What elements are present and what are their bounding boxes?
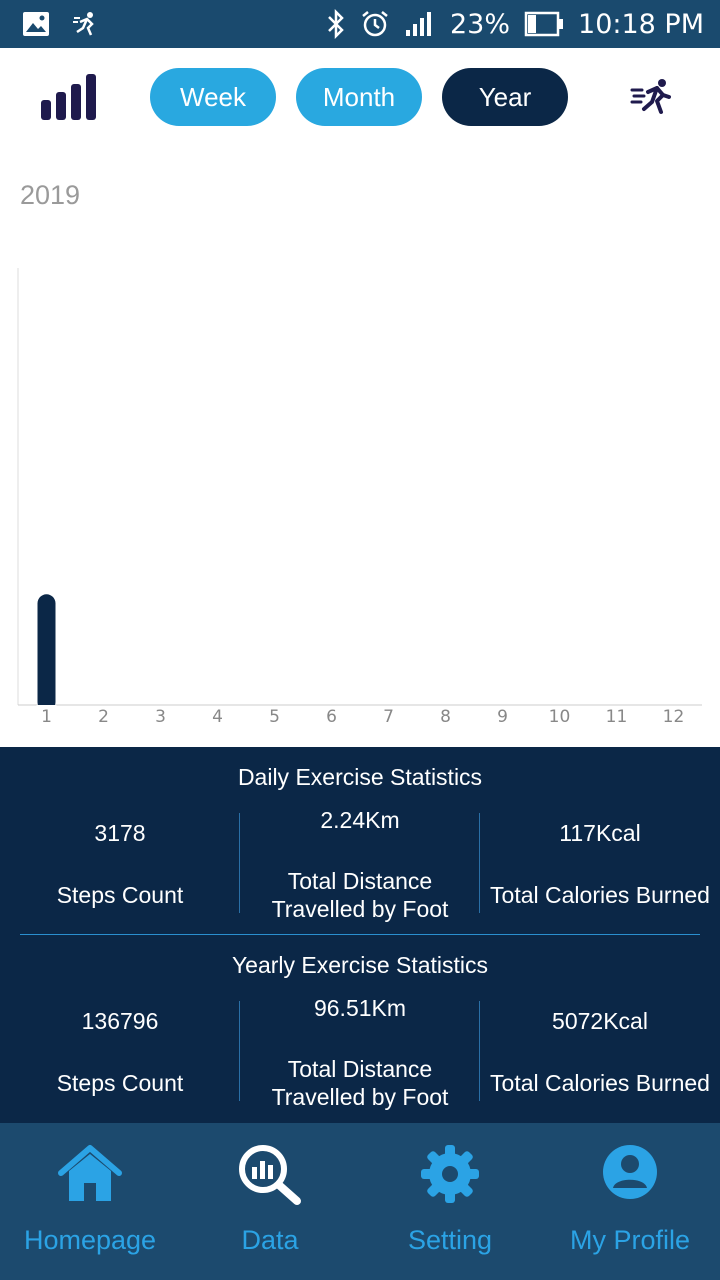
stats-panel: Daily Exercise Statistics 3178 Steps Cou…	[0, 747, 720, 1123]
runner-notification-icon	[72, 10, 100, 38]
tab-year[interactable]: Year	[442, 68, 568, 126]
x-tick-label: 6	[326, 707, 337, 727]
home-icon	[55, 1143, 125, 1209]
tab-week[interactable]: Week	[150, 68, 276, 126]
status-bar: 23% 10:18 PM	[0, 0, 720, 48]
x-tick-label: 9	[497, 707, 508, 727]
tab-month[interactable]: Month	[296, 68, 422, 126]
x-tick-label: 4	[212, 707, 223, 727]
x-tick-label: 8	[440, 707, 451, 727]
daily-distance-value: 2.24Km	[320, 807, 400, 833]
bluetooth-icon	[326, 9, 346, 39]
data-search-icon	[237, 1143, 303, 1211]
daily-calories-value: 117Kcal	[559, 820, 641, 846]
bar-month-1[interactable]	[37, 594, 56, 711]
yearly-calories-value: 5072Kcal	[552, 1008, 648, 1034]
nav-data[interactable]: Data	[180, 1123, 360, 1280]
daily-steps-value: 3178	[94, 820, 146, 846]
x-tick-label: 3	[155, 707, 166, 727]
period-toolbar: Week Month Year	[0, 48, 720, 148]
x-tick-label: 7	[383, 707, 394, 727]
runner-icon[interactable]	[630, 78, 672, 120]
year-label: 2019	[20, 180, 81, 210]
divider	[239, 813, 240, 913]
x-tick-label: 11	[606, 707, 628, 727]
yearly-steps-value: 136796	[81, 1008, 159, 1034]
yearly-distance-label-line1: Total Distance	[287, 1056, 433, 1082]
bottom-nav: Homepage Data	[0, 1123, 720, 1280]
nav-my-profile[interactable]: My Profile	[540, 1123, 720, 1280]
alarm-icon	[360, 9, 390, 39]
daily-steps-label: Steps Count	[56, 882, 184, 908]
divider	[239, 1001, 240, 1101]
section-divider	[20, 934, 700, 935]
yearly-steps-label: Steps Count	[56, 1070, 184, 1096]
nav-my-profile-label: My Profile	[569, 1225, 691, 1255]
x-tick-label: 2	[98, 707, 109, 727]
yearly-distance-label-line2: Travelled by Foot	[271, 1084, 449, 1110]
nav-homepage[interactable]: Homepage	[0, 1123, 180, 1280]
steps-chart-svg: 1 2 3 4 5 6 7 8 9 10 11 12	[17, 268, 702, 727]
x-tick-label: 1	[41, 707, 52, 727]
x-tick-label: 12	[663, 707, 685, 727]
divider	[479, 1001, 480, 1101]
nav-homepage-label: Homepage	[23, 1225, 157, 1255]
battery-icon	[524, 11, 564, 37]
yearly-stats-title: Yearly Exercise Statistics	[231, 952, 489, 978]
steps-chart: 1 2 3 4 5 6 7 8 9 10 11 12	[0, 260, 720, 740]
battery-text: 23%	[450, 8, 511, 40]
daily-distance-label-line1: Total Distance	[287, 868, 433, 894]
daily-stats-title: Daily Exercise Statistics	[237, 764, 483, 790]
yearly-calories-label: Total Calories Burned	[490, 1070, 710, 1096]
x-tick-label: 10	[549, 707, 571, 727]
image-icon	[22, 11, 50, 37]
nav-setting[interactable]: Setting	[360, 1123, 540, 1280]
divider	[479, 813, 480, 913]
signal-icon	[404, 10, 436, 38]
profile-icon	[601, 1143, 659, 1205]
bar-chart-icon[interactable]	[40, 72, 98, 126]
bar-base-mask	[36, 705, 57, 715]
daily-distance-label-line2: Travelled by Foot	[271, 896, 449, 922]
daily-calories-label: Total Calories Burned	[490, 882, 710, 908]
gear-icon	[419, 1143, 481, 1209]
x-tick-label: 5	[269, 707, 280, 727]
nav-setting-label: Setting	[407, 1225, 493, 1255]
nav-data-label: Data	[241, 1225, 299, 1255]
yearly-distance-value: 96.51Km	[313, 995, 407, 1021]
clock: 10:18 PM	[578, 8, 704, 40]
